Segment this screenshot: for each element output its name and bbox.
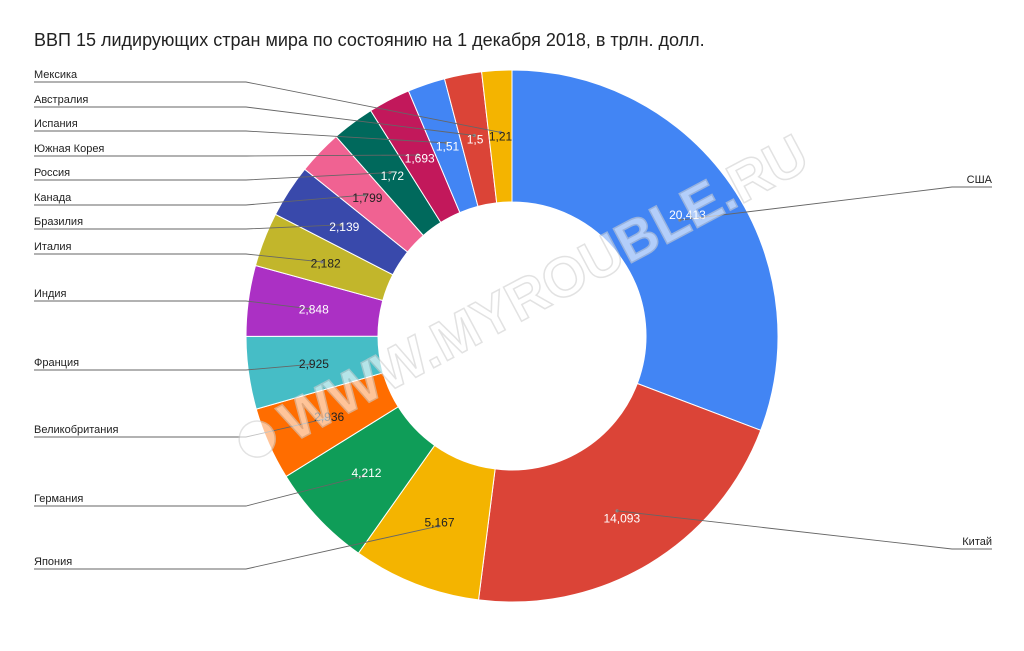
- value-label-великобритания: 2,936: [314, 410, 344, 424]
- leader-line-германия: [34, 475, 364, 507]
- leader-dot-бразилия: [339, 223, 343, 227]
- category-label-италия: Италия: [34, 241, 72, 253]
- category-label-россия: Россия: [34, 167, 70, 179]
- leader-line-япония: [34, 525, 439, 570]
- leader-line-австралия: [34, 106, 475, 136]
- leader-line-россия: [34, 172, 390, 181]
- value-label-испания: 1,51: [436, 140, 460, 154]
- chart-title: ВВП 15 лидирующих стран мира по состояни…: [34, 30, 705, 50]
- leader-line-сша: [679, 186, 992, 221]
- leader-line-китай: [617, 510, 992, 550]
- category-label-германия: Германия: [34, 493, 83, 505]
- category-label-бразилия: Бразилия: [34, 216, 83, 228]
- value-labels-group: 20,413 14,093 5,167 4,212 2,936 2,925 2,848 2,1…: [299, 129, 706, 529]
- category-labels-group: США Китай Япония Германия Великобритания Фран…: [34, 69, 993, 568]
- slice-сша: [511, 69, 779, 431]
- value-label-россия: 1,72: [381, 169, 405, 183]
- value-label-австралия: 1,5: [467, 132, 484, 146]
- value-label-южная-корея: 1,693: [405, 152, 435, 166]
- leader-dot-россия: [388, 170, 392, 175]
- leader-dot-южная-корея: [416, 153, 420, 157]
- value-label-мексика: 1,21: [489, 129, 513, 143]
- category-label-великобритания: Великобритания: [34, 424, 119, 436]
- value-label-бразилия: 2,139: [329, 220, 359, 234]
- category-label-южная-корея: Южная Корея: [34, 143, 104, 155]
- category-label-канада: Канада: [34, 192, 72, 204]
- category-label-япония: Япония: [34, 556, 72, 568]
- leader-line-бразилия: [34, 224, 341, 230]
- leader-line-мексика: [34, 81, 501, 133]
- leader-lines-group: [34, 81, 992, 570]
- category-label-мексика: Мексика: [34, 69, 78, 81]
- category-label-сша: США: [967, 174, 993, 186]
- leader-line-франция: [34, 363, 311, 371]
- value-label-франция: 2,925: [299, 357, 329, 371]
- slice-мексика: [481, 69, 513, 204]
- slices-group: [245, 69, 779, 603]
- value-label-сша: 20,413: [669, 208, 706, 222]
- leader-line-италия: [34, 253, 322, 263]
- category-label-индия: Индия: [34, 288, 67, 300]
- value-label-канада: 1,799: [352, 191, 382, 205]
- leader-line-южная-корея: [34, 154, 418, 157]
- value-label-индия: 2,848: [299, 302, 329, 316]
- value-label-италия: 2,182: [311, 256, 341, 270]
- leader-line-индия: [34, 300, 310, 310]
- leader-line-канада: [34, 194, 365, 206]
- value-label-китай: 14,093: [603, 512, 640, 526]
- watermark-logo-icon: [238, 420, 276, 458]
- category-label-франция: Франция: [34, 357, 79, 369]
- leader-dot-канада: [362, 193, 367, 197]
- category-label-китай: Китай: [962, 536, 992, 548]
- leader-line-испания: [34, 130, 447, 144]
- slice-китай: [477, 382, 762, 603]
- value-label-германия: 4,212: [351, 466, 381, 480]
- category-label-австралия: Австралия: [34, 94, 88, 106]
- category-label-испания: Испания: [34, 118, 78, 130]
- value-label-япония: 5,167: [425, 515, 455, 529]
